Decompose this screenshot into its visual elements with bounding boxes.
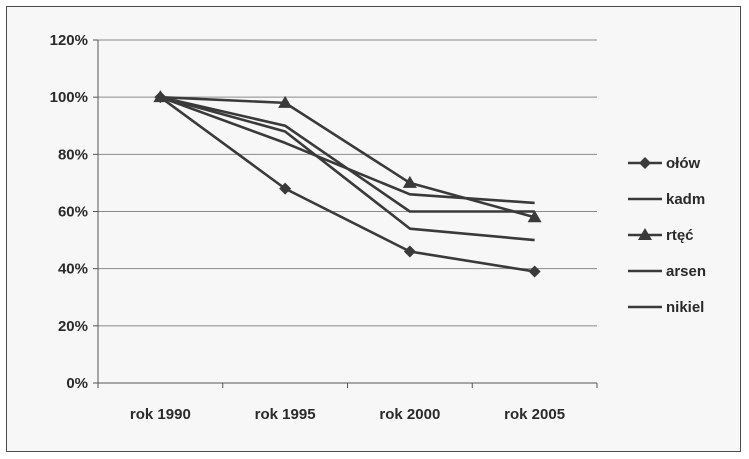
legend-label: kadm — [666, 191, 705, 208]
y-tick-label: 120% — [50, 32, 88, 49]
series-line — [160, 95, 535, 219]
chart-frame — [6, 6, 741, 452]
legend-label: arsen — [666, 263, 706, 280]
legend-label: ołów — [666, 155, 700, 172]
series-line — [159, 95, 535, 205]
diamond-marker — [528, 265, 541, 278]
x-tick-label: rok 1990 — [130, 406, 191, 423]
series-line — [160, 95, 535, 242]
diamond-marker — [639, 157, 651, 169]
legend: ołów kadm rtęć arsen nikiel — [628, 155, 706, 316]
series-ołów — [154, 91, 541, 278]
y-tick-label: 40% — [58, 261, 88, 278]
triangle-marker — [527, 210, 542, 223]
triangle-marker — [278, 95, 293, 108]
legend-item: nikiel — [628, 299, 704, 316]
legend-item: arsen — [628, 263, 706, 280]
x-axis-ticks: rok 1990 rok 1995 rok 2000 rok 2005 — [130, 406, 565, 423]
y-tick-label: 100% — [50, 89, 88, 106]
diamond-marker — [279, 182, 292, 195]
legend-item: rtęć — [628, 227, 694, 244]
x-tick-label: rok 2005 — [504, 406, 565, 423]
series-lines — [153, 90, 542, 278]
grid-lines — [98, 39, 597, 327]
legend-item: kadm — [628, 191, 705, 208]
series-nikiel — [159, 95, 535, 205]
x-tick-label: rok 2000 — [379, 406, 440, 423]
legend-label: rtęć — [666, 227, 694, 244]
axes — [93, 39, 598, 388]
triangle-marker — [402, 175, 417, 188]
y-tick-label: 0% — [66, 375, 88, 392]
triangle-marker — [638, 228, 652, 240]
x-tick-label: rok 1995 — [255, 406, 316, 423]
y-tick-label: 20% — [58, 318, 88, 335]
legend-label: nikiel — [666, 299, 704, 316]
y-tick-label: 80% — [58, 146, 88, 163]
diamond-marker — [403, 245, 416, 258]
y-tick-label: 60% — [58, 204, 88, 221]
legend-item: ołów — [628, 155, 700, 172]
series-kadm — [160, 95, 535, 242]
y-axis-ticks: 0% 20% 40% 60% 80% 100% 120% — [50, 32, 88, 392]
series-line — [159, 96, 535, 273]
